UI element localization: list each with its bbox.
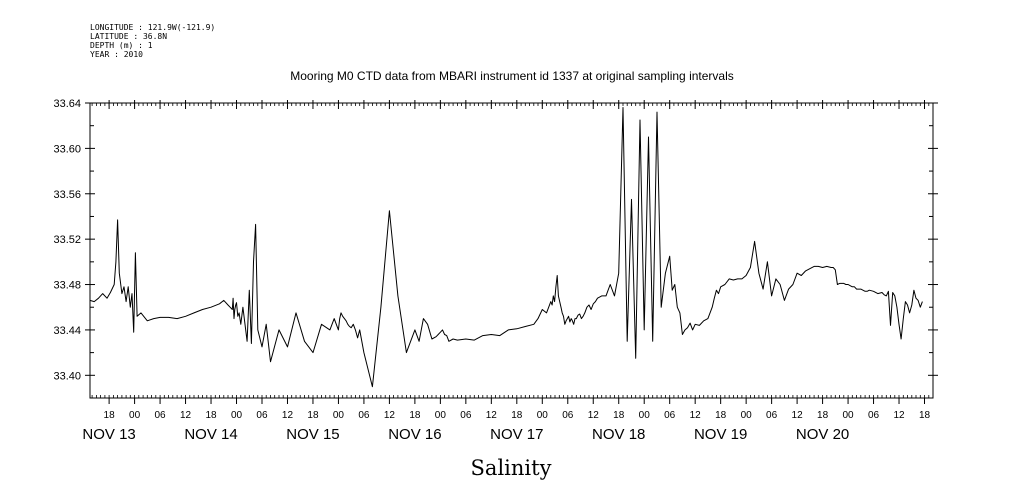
x-hour-label: 18 xyxy=(104,410,116,421)
y-tick-label: 33.44 xyxy=(53,325,81,337)
meta-longitude: LONGITUDE : 121.9W(-121.9) xyxy=(90,23,215,32)
y-axis: 33.40 33.44 33.48 33.52 33.56 33.60 33.64 xyxy=(53,98,938,382)
x-axis: 18 00 06 12 18 00 06 12 18 00 06 12 18 00 06 12 18 00 06 12… xyxy=(82,100,931,443)
x-hour-label: 00 xyxy=(639,410,651,421)
x-hour-label: 00 xyxy=(843,410,855,421)
x-hour-label: 12 xyxy=(486,410,498,421)
x-hour-label: 06 xyxy=(358,410,370,421)
x-hour-label: 00 xyxy=(435,410,447,421)
meta-latitude: LATITUDE : 36.8N xyxy=(90,32,167,41)
x-day-label: NOV 16 xyxy=(388,426,441,443)
x-hour-label: 18 xyxy=(613,410,625,421)
x-hour-label: 18 xyxy=(205,410,217,421)
x-hour-label: 18 xyxy=(817,410,829,421)
plot-frame xyxy=(89,102,934,399)
x-hour-label: 06 xyxy=(562,410,574,421)
x-hour-label: 18 xyxy=(409,410,421,421)
x-day-label: NOV 15 xyxy=(286,426,339,443)
y-tick-label: 33.52 xyxy=(53,234,81,246)
x-hour-label: 06 xyxy=(256,410,268,421)
x-hour-label: 00 xyxy=(231,410,243,421)
x-day-label: NOV 18 xyxy=(592,426,645,443)
x-hour-label: 12 xyxy=(588,410,600,421)
x-hour-label: 06 xyxy=(155,410,167,421)
y-tick-label: 33.48 xyxy=(53,280,81,292)
x-hour-label: 12 xyxy=(180,410,192,421)
x-hour-label: 12 xyxy=(690,410,702,421)
chart-title: Mooring M0 CTD data from MBARI instrumen… xyxy=(290,69,734,83)
x-hour-label: 06 xyxy=(460,410,472,421)
x-axis-label: Salinity xyxy=(471,456,552,480)
x-hour-label: 12 xyxy=(792,410,804,421)
meta-depth: DEPTH (m) : 1 xyxy=(90,41,153,50)
x-hour-label: 06 xyxy=(664,410,676,421)
x-hour-label: 18 xyxy=(715,410,727,421)
salinity-line xyxy=(89,107,923,388)
x-hour-label: 12 xyxy=(384,410,396,421)
x-hour-label: 00 xyxy=(537,410,549,421)
x-minor-ticks xyxy=(91,103,934,398)
x-hour-label: 18 xyxy=(511,410,523,421)
x-day-label: NOV 17 xyxy=(490,426,543,443)
x-day-label: NOV 14 xyxy=(184,426,237,443)
x-hour-label: 00 xyxy=(333,410,345,421)
meta-year: YEAR : 2010 xyxy=(90,50,143,59)
axis-ticks xyxy=(91,103,934,398)
x-hour-label: 06 xyxy=(766,410,778,421)
x-hour-label: 18 xyxy=(307,410,319,421)
x-hour-label: 00 xyxy=(129,410,141,421)
x-day-label: NOV 19 xyxy=(694,426,747,443)
x-hour-label: 12 xyxy=(282,410,294,421)
x-hour-label: 18 xyxy=(919,410,931,421)
y-tick-label: 33.40 xyxy=(53,370,81,382)
x-hour-label: 00 xyxy=(741,410,753,421)
y-tick-label: 33.64 xyxy=(53,98,81,110)
series-layer xyxy=(89,107,923,388)
y-tick-label: 33.60 xyxy=(53,143,81,155)
x-day-label: NOV 13 xyxy=(82,426,135,443)
y-tick-label: 33.56 xyxy=(53,189,81,201)
x-hour-label: 06 xyxy=(868,410,880,421)
x-day-label: NOV 20 xyxy=(796,426,849,443)
x-hour-label: 12 xyxy=(893,410,905,421)
